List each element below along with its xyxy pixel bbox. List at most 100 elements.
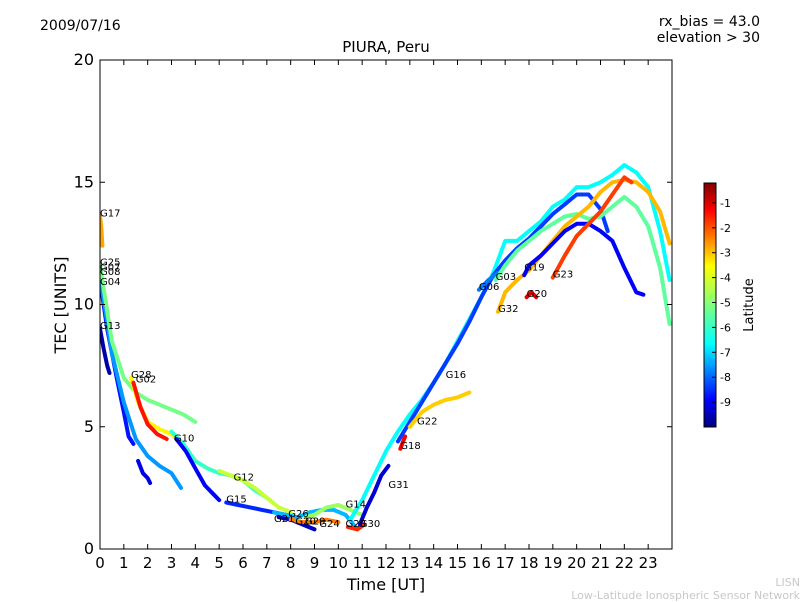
y-tick-label: 20	[74, 50, 94, 69]
trace-g30	[345, 522, 367, 532]
y-tick-label: 15	[74, 172, 94, 191]
sat-label-g30: G30	[360, 519, 380, 530]
colorbar-tick-label: -7	[720, 346, 731, 359]
footer-short: LISN	[775, 576, 800, 589]
sat-label-g15: G15	[226, 495, 246, 506]
sat-label-g21: G21	[274, 514, 294, 525]
sat-label-g14: G14	[346, 499, 366, 510]
x-tick-label: 9	[310, 554, 320, 572]
trace-g31	[357, 463, 391, 527]
sat-label-g19: G19	[524, 262, 544, 273]
trace-g10b	[174, 437, 222, 503]
sat-label-g31: G31	[388, 480, 408, 491]
x-axis: 0 1 2 3 4 5 6 7 8 9 10 11 12 13 14 15 16 17 18 19 20 21 22 23	[95, 60, 658, 572]
trace-g21	[272, 507, 360, 532]
x-tick-label: 3	[167, 554, 177, 572]
trace-g07	[136, 459, 153, 485]
x-axis-label: Time [UT]	[346, 575, 425, 594]
colorbar-ticks: -1 -2 -3 -4 -5 -6 -7 -8 -9	[712, 197, 731, 409]
colorbar-label: Latitude	[742, 278, 757, 332]
sat-label-g22: G22	[417, 416, 437, 427]
receiver-info: rx_bias = 43.0 elevation > 30	[657, 14, 760, 46]
plot-frame	[99, 59, 673, 550]
footer: LISN Low-Latitude Ionospheric Sensor Net…	[571, 576, 800, 602]
sat-label-g16: G16	[446, 370, 466, 381]
x-tick-label: 20	[567, 554, 586, 572]
y-tick-label: 5	[84, 417, 94, 436]
x-tick-label: 19	[543, 554, 562, 572]
trace-g16	[395, 192, 610, 444]
y-tick-label: 0	[84, 539, 94, 558]
colorbar-tick-label: -3	[720, 247, 731, 260]
sat-label-g29: G29	[305, 517, 325, 528]
y-axis-label: TEC [UNITS]	[51, 257, 70, 355]
sat-label-g04: G04	[100, 277, 120, 288]
x-tick-label: 5	[214, 554, 224, 572]
trace-g23	[550, 175, 634, 280]
x-tick-label: 18	[519, 554, 538, 572]
trace-g08	[100, 273, 183, 490]
x-tick-label: 23	[639, 554, 658, 572]
sat-label-g25: G25	[100, 257, 120, 268]
trace-g12	[217, 468, 293, 515]
trace-g06	[476, 270, 500, 292]
colorbar-tick-label: -6	[720, 321, 731, 334]
x-tick-label: 14	[424, 554, 443, 572]
chart-title: PIURA, Peru	[342, 38, 429, 56]
x-tick-label: 22	[615, 554, 634, 572]
elevation-label: elevation > 30	[656, 30, 760, 46]
sat-label-g06: G06	[479, 282, 499, 293]
trace-g03	[493, 194, 672, 327]
x-tick-label: 1	[119, 554, 129, 572]
sat-label-g12: G12	[234, 473, 254, 484]
sat-label-g08: G08	[100, 267, 120, 278]
trace-g24	[288, 517, 341, 525]
colorbar-tick-label: -2	[720, 222, 731, 235]
colorbar-tick-label: -9	[720, 396, 731, 409]
sat-label-g32: G32	[498, 304, 518, 315]
x-tick-label: 21	[591, 554, 610, 572]
x-tick-label: 12	[376, 554, 395, 572]
colorbar-tick-label: -1	[720, 197, 731, 210]
sat-label-g18: G18	[400, 441, 420, 452]
x-tick-label: 4	[191, 554, 201, 572]
x-tick-label: 10	[329, 554, 348, 572]
y-axis: 0 5 10 15 20	[74, 50, 672, 558]
trace-g18	[398, 434, 408, 451]
colorbar-tick-label: -5	[720, 297, 731, 310]
x-tick-label: 11	[353, 554, 372, 572]
rx-bias-label: rx_bias = 43.0	[658, 14, 760, 30]
sat-label-g13: G13	[100, 321, 120, 332]
x-tick-label: 0	[95, 554, 105, 572]
sat-label-g17: G17	[100, 209, 120, 220]
sat-label-g07: G07	[100, 262, 120, 273]
colorbar-tick-label: -4	[720, 272, 731, 285]
sat-label-g02: G02	[136, 375, 156, 386]
trace-g29	[303, 503, 365, 520]
trace-g14	[348, 163, 672, 522]
x-tick-label: 16	[472, 554, 491, 572]
trace-g19	[522, 221, 646, 297]
sat-label-g28: G28	[131, 370, 151, 381]
x-tick-label: 7	[262, 554, 272, 572]
trace-g25	[100, 263, 198, 424]
trace-g20	[524, 290, 539, 300]
trace-g02	[131, 380, 169, 441]
footer-long: Low-Latitude Ionospheric Sensor Network	[571, 589, 800, 602]
trace-g13	[100, 326, 112, 375]
colorbar-tick-label: -8	[720, 371, 731, 384]
x-tick-label: 17	[496, 554, 515, 572]
sat-label-g03: G03	[496, 272, 516, 283]
sat-label-g23: G23	[553, 270, 573, 281]
x-tick-label: 8	[286, 554, 296, 572]
sat-label-g26: G26	[288, 509, 308, 520]
colorbar	[703, 182, 717, 428]
x-tick-label: 2	[143, 554, 153, 572]
x-tick-label: 13	[400, 554, 419, 572]
date-label: 2009/07/16	[40, 18, 121, 34]
x-tick-label: 15	[448, 554, 467, 572]
sat-label-g10: G10	[174, 433, 194, 444]
trace-g22	[407, 390, 472, 429]
sat-label-g24: G24	[319, 519, 339, 530]
